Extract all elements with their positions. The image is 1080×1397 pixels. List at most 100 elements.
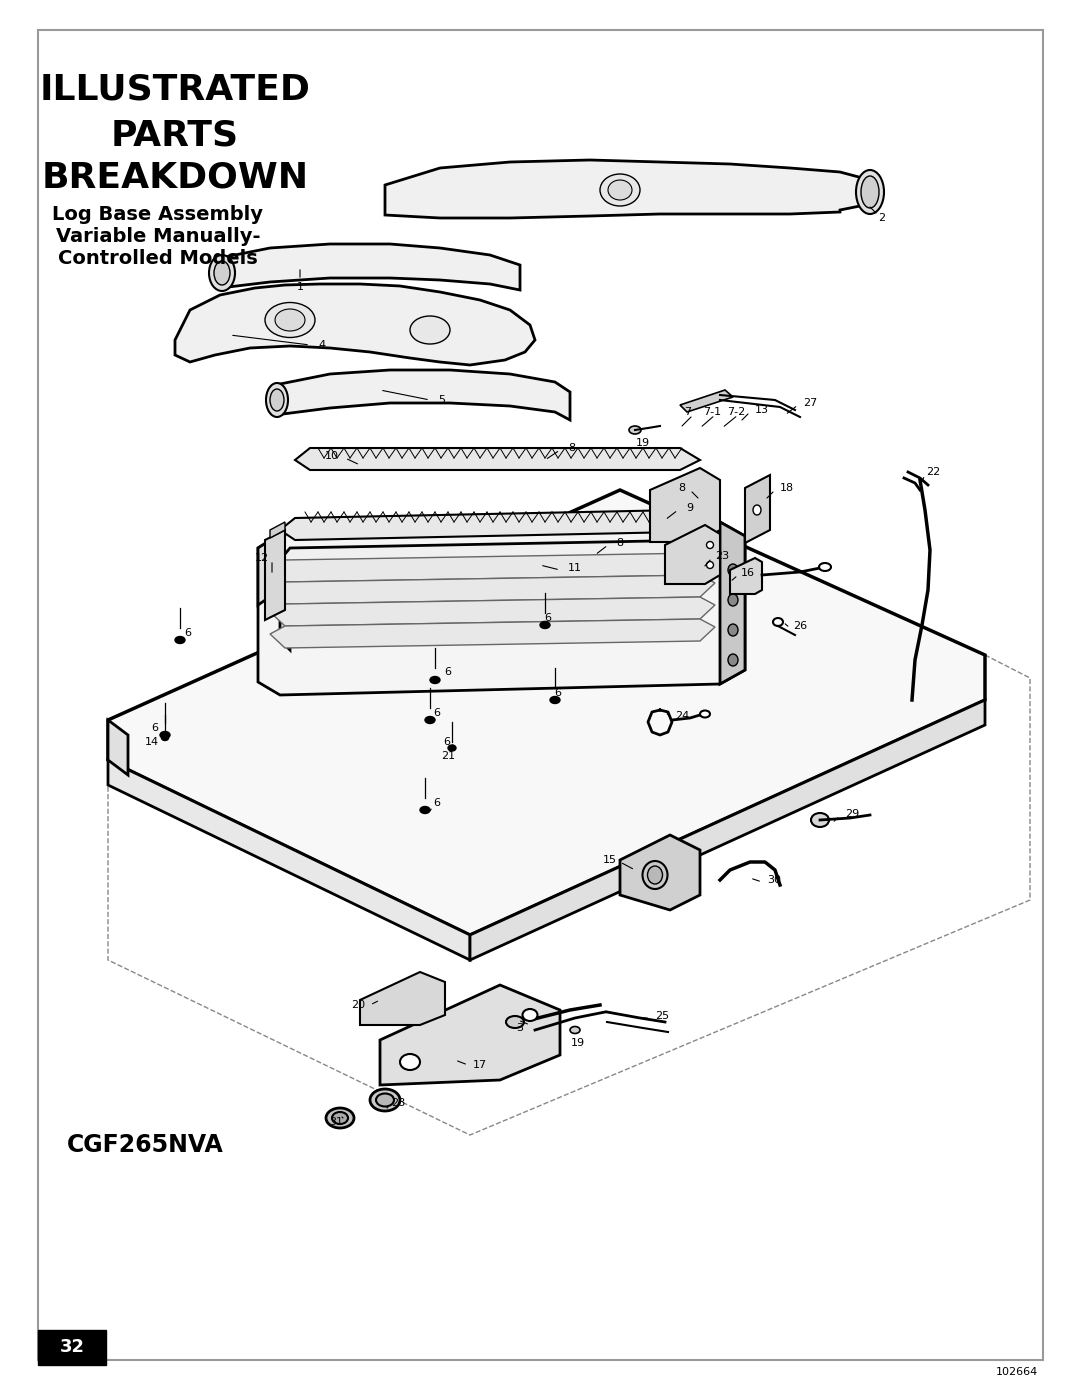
- Ellipse shape: [326, 1108, 354, 1127]
- Ellipse shape: [448, 745, 456, 752]
- Ellipse shape: [430, 676, 440, 683]
- Text: 32: 32: [59, 1338, 84, 1356]
- Polygon shape: [470, 700, 985, 960]
- Text: 1: 1: [297, 282, 303, 292]
- Ellipse shape: [523, 1009, 538, 1021]
- Ellipse shape: [410, 316, 450, 344]
- Text: ILLUSTRATED: ILLUSTRATED: [40, 73, 310, 108]
- Ellipse shape: [507, 1016, 524, 1028]
- Text: 31: 31: [329, 1118, 343, 1127]
- Text: 6: 6: [444, 738, 450, 747]
- Text: 6: 6: [185, 629, 191, 638]
- Ellipse shape: [162, 735, 168, 740]
- Ellipse shape: [856, 170, 885, 214]
- Ellipse shape: [540, 622, 550, 629]
- Ellipse shape: [728, 654, 738, 666]
- Ellipse shape: [160, 732, 170, 739]
- Polygon shape: [384, 161, 880, 218]
- Polygon shape: [745, 475, 770, 543]
- Text: 14: 14: [145, 738, 159, 747]
- Ellipse shape: [210, 256, 235, 291]
- Ellipse shape: [270, 388, 284, 411]
- Ellipse shape: [332, 1112, 348, 1125]
- Polygon shape: [650, 468, 720, 542]
- Text: 26: 26: [793, 622, 807, 631]
- Text: 6: 6: [544, 613, 552, 623]
- Text: 7-1: 7-1: [703, 407, 721, 416]
- Ellipse shape: [400, 1053, 420, 1070]
- Text: 16: 16: [741, 569, 755, 578]
- Ellipse shape: [728, 624, 738, 636]
- Polygon shape: [720, 522, 745, 685]
- Text: 10: 10: [325, 451, 339, 461]
- Bar: [38, 1330, 106, 1365]
- Ellipse shape: [420, 806, 430, 813]
- Ellipse shape: [600, 175, 640, 205]
- Text: 12: 12: [255, 553, 269, 563]
- Ellipse shape: [266, 383, 288, 416]
- Text: 6: 6: [433, 798, 441, 807]
- Ellipse shape: [370, 1090, 400, 1111]
- Text: 27: 27: [802, 398, 818, 408]
- Polygon shape: [360, 972, 445, 1025]
- Text: 8: 8: [568, 443, 576, 453]
- Text: 4: 4: [319, 339, 325, 351]
- Text: 102664: 102664: [996, 1368, 1038, 1377]
- Polygon shape: [280, 541, 720, 571]
- Ellipse shape: [811, 813, 829, 827]
- Polygon shape: [280, 560, 291, 650]
- Text: 5: 5: [438, 395, 446, 405]
- Polygon shape: [220, 244, 519, 291]
- Ellipse shape: [608, 180, 632, 200]
- Text: 21: 21: [441, 752, 455, 761]
- Ellipse shape: [728, 594, 738, 606]
- Text: Controlled Models: Controlled Models: [58, 250, 258, 268]
- Ellipse shape: [773, 617, 783, 626]
- Polygon shape: [258, 534, 280, 605]
- Text: 8: 8: [678, 483, 686, 493]
- Ellipse shape: [570, 1027, 580, 1034]
- Text: 24: 24: [675, 711, 689, 721]
- Polygon shape: [270, 597, 715, 626]
- Text: Variable Manually-: Variable Manually-: [56, 228, 260, 246]
- Text: 28: 28: [391, 1098, 405, 1108]
- Polygon shape: [270, 576, 715, 604]
- Ellipse shape: [861, 176, 879, 208]
- Ellipse shape: [819, 563, 831, 571]
- Text: 7-2: 7-2: [727, 407, 745, 416]
- Text: 11: 11: [568, 563, 582, 573]
- Ellipse shape: [426, 717, 435, 724]
- Polygon shape: [275, 370, 570, 420]
- Text: 8: 8: [617, 538, 623, 548]
- Polygon shape: [295, 448, 700, 469]
- Text: 13: 13: [755, 405, 769, 415]
- Text: 17: 17: [473, 1060, 487, 1070]
- Ellipse shape: [706, 542, 714, 549]
- Text: 20: 20: [351, 1000, 365, 1010]
- Text: CGF265NVA: CGF265NVA: [67, 1133, 224, 1157]
- Ellipse shape: [275, 309, 305, 331]
- Text: 25: 25: [654, 1011, 670, 1021]
- Ellipse shape: [214, 261, 230, 285]
- Polygon shape: [620, 835, 700, 909]
- Polygon shape: [258, 522, 745, 694]
- Polygon shape: [175, 284, 535, 365]
- Text: 30: 30: [767, 875, 781, 886]
- Text: BREAKDOWN: BREAKDOWN: [41, 161, 309, 196]
- Text: 29: 29: [845, 809, 859, 819]
- Polygon shape: [270, 619, 715, 648]
- Polygon shape: [380, 985, 561, 1085]
- Polygon shape: [280, 510, 700, 541]
- Polygon shape: [680, 390, 733, 412]
- Ellipse shape: [175, 637, 185, 644]
- Text: Log Base Assembly: Log Base Assembly: [53, 205, 264, 225]
- Text: 6: 6: [554, 687, 562, 698]
- Polygon shape: [665, 525, 720, 584]
- Polygon shape: [108, 719, 129, 775]
- Ellipse shape: [753, 504, 761, 515]
- Text: 19: 19: [571, 1038, 585, 1048]
- Text: 6: 6: [445, 666, 451, 678]
- Polygon shape: [108, 490, 985, 935]
- Ellipse shape: [629, 426, 642, 434]
- Text: 6: 6: [433, 708, 441, 718]
